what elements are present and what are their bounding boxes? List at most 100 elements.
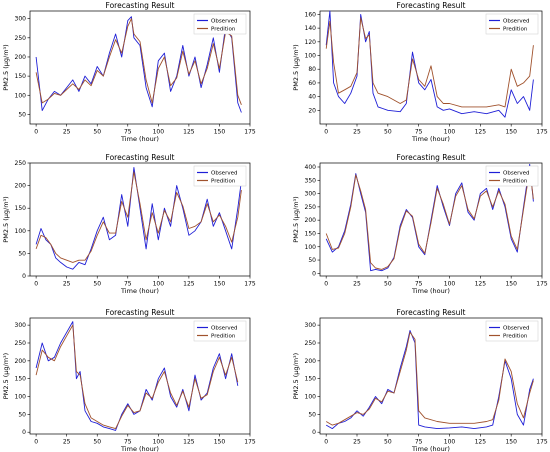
x-tick-label: 150 bbox=[214, 129, 226, 136]
y-tick-label: 150 bbox=[15, 205, 27, 212]
x-axis-label: Time (hour) bbox=[411, 287, 450, 295]
x-tick-label: 175 bbox=[244, 129, 256, 136]
series-line-prediction bbox=[35, 18, 242, 105]
x-tick-label: 25 bbox=[63, 439, 71, 446]
x-tick-label: 0 bbox=[324, 281, 328, 288]
x-tick-label: 25 bbox=[63, 129, 71, 136]
y-tick-label: 250 bbox=[15, 160, 27, 167]
legend-label: Observed bbox=[503, 326, 529, 332]
y-tick-label: 120 bbox=[305, 39, 317, 46]
x-tick-label: 150 bbox=[214, 439, 226, 446]
legend-label: Predition bbox=[503, 27, 528, 33]
chart-panel-2: Forecasting Result 0 25 50 75 100 125 150 175 20 4… bbox=[292, 1, 548, 143]
x-tick-label: 125 bbox=[183, 281, 195, 288]
y-tick-label: 100 bbox=[305, 394, 317, 401]
x-tick-label: 75 bbox=[124, 439, 132, 446]
x-tick-label: 25 bbox=[353, 439, 361, 446]
x-tick-label: 125 bbox=[475, 439, 487, 446]
y-tick-label: 250 bbox=[305, 204, 317, 211]
x-tick-label: 50 bbox=[93, 129, 101, 136]
y-axis-label: PM2.5 (μg/m³) bbox=[292, 44, 300, 90]
x-tick-label: 100 bbox=[153, 129, 165, 136]
x-tick-label: 0 bbox=[324, 129, 328, 136]
y-tick-label: 400 bbox=[305, 164, 317, 171]
series-line-prediction bbox=[35, 324, 239, 430]
legend-label: Predition bbox=[211, 179, 236, 185]
x-tick-label: 75 bbox=[124, 281, 132, 288]
x-tick-label: 75 bbox=[415, 439, 423, 446]
x-tick-label: 50 bbox=[384, 281, 392, 288]
x-tick-label: 25 bbox=[63, 281, 71, 288]
y-tick-label: 250 bbox=[15, 35, 27, 42]
x-tick-label: 50 bbox=[93, 439, 101, 446]
y-tick-label: 0 bbox=[312, 270, 316, 277]
y-axis-label: PM2.5 (μg/m³) bbox=[2, 196, 10, 242]
x-tick-label: 0 bbox=[34, 129, 38, 136]
y-tick-label: 200 bbox=[15, 358, 27, 365]
legend-label: Observed bbox=[211, 326, 237, 332]
plot-frame bbox=[319, 10, 543, 125]
x-axis-label: Time (hour) bbox=[411, 445, 450, 452]
x-tick-label: 125 bbox=[475, 281, 487, 288]
plot-frame bbox=[29, 162, 251, 277]
y-tick-label: 200 bbox=[15, 54, 27, 61]
x-tick-label: 0 bbox=[34, 281, 38, 288]
y-tick-label: 250 bbox=[15, 340, 27, 347]
y-tick-label: 20 bbox=[308, 107, 316, 114]
y-tick-label: 50 bbox=[308, 411, 316, 418]
y-tick-label: 100 bbox=[305, 53, 317, 60]
y-tick-label: 0 bbox=[312, 429, 316, 436]
chart-panel-3: Forecasting Result 0 25 50 75 100 125 150 175 0 50… bbox=[2, 153, 256, 295]
y-tick-label: 150 bbox=[305, 230, 317, 237]
x-axis-label: Time (hour) bbox=[120, 445, 159, 452]
legend-label: Observed bbox=[211, 19, 237, 25]
series-line-prediction bbox=[325, 331, 534, 426]
chart-panel-4: Forecasting Result 0 25 50 75 100 125 150 175 0 50… bbox=[292, 153, 548, 295]
y-tick-label: 250 bbox=[305, 340, 317, 347]
y-axis-label: PM2.5 (μg/m³) bbox=[292, 196, 300, 242]
legend-label: Predition bbox=[211, 334, 236, 340]
y-tick-label: 80 bbox=[308, 66, 316, 73]
chart-panel-6: Forecasting Result 0 25 50 75 100 125 150 175 0 50… bbox=[292, 308, 548, 452]
x-tick-label: 150 bbox=[505, 439, 517, 446]
plot-frame bbox=[29, 10, 251, 125]
x-tick-label: 175 bbox=[536, 129, 548, 136]
y-tick-label: 140 bbox=[305, 25, 317, 32]
x-tick-label: 75 bbox=[415, 129, 423, 136]
chart-title: Forecasting Result bbox=[106, 153, 175, 162]
y-tick-label: 50 bbox=[18, 111, 26, 118]
series-line-prediction bbox=[325, 17, 534, 108]
x-tick-label: 50 bbox=[384, 129, 392, 136]
y-tick-label: 100 bbox=[305, 244, 317, 251]
series-line-observed bbox=[325, 10, 534, 118]
legend-label: Predition bbox=[503, 334, 528, 340]
plot-frame bbox=[319, 162, 543, 277]
legend-label: Observed bbox=[503, 171, 529, 177]
x-tick-label: 100 bbox=[444, 439, 456, 446]
legend-label: Predition bbox=[211, 27, 236, 33]
chart-title: Forecasting Result bbox=[106, 308, 175, 317]
y-tick-label: 200 bbox=[15, 183, 27, 190]
series-line-observed bbox=[35, 16, 242, 113]
series-line-prediction bbox=[35, 171, 242, 263]
x-tick-label: 75 bbox=[415, 281, 423, 288]
x-tick-label: 175 bbox=[536, 281, 548, 288]
y-axis-label: PM2.5 (μg/m³) bbox=[2, 44, 10, 90]
legend-label: Observed bbox=[211, 171, 237, 177]
plot-frame bbox=[319, 317, 543, 435]
y-tick-label: 60 bbox=[308, 80, 316, 87]
x-tick-label: 175 bbox=[244, 439, 256, 446]
series-line-prediction bbox=[325, 169, 534, 270]
y-tick-label: 100 bbox=[15, 394, 27, 401]
y-tick-label: 100 bbox=[15, 228, 27, 235]
y-tick-label: 200 bbox=[305, 217, 317, 224]
x-axis-label: Time (hour) bbox=[120, 135, 159, 143]
x-tick-label: 100 bbox=[444, 129, 456, 136]
y-tick-label: 150 bbox=[15, 376, 27, 383]
series-line-observed bbox=[35, 321, 239, 431]
y-tick-label: 300 bbox=[305, 322, 317, 329]
y-tick-label: 0 bbox=[22, 429, 26, 436]
y-tick-label: 350 bbox=[305, 177, 317, 184]
x-tick-label: 125 bbox=[183, 129, 195, 136]
